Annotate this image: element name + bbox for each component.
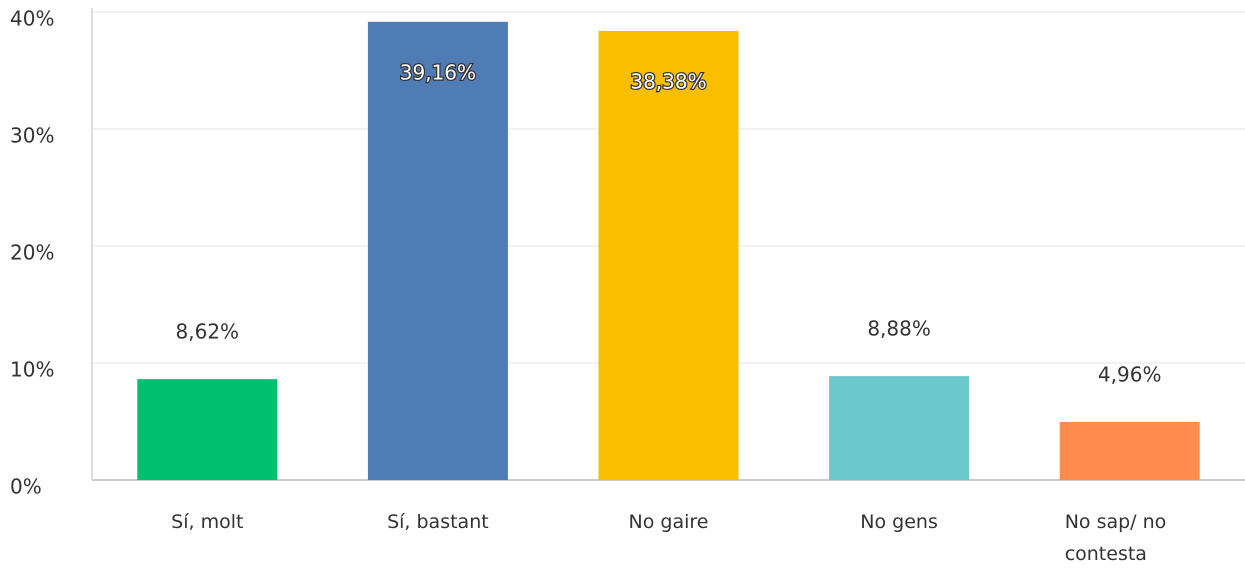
y-tick-label: 10% xyxy=(10,358,54,382)
x-tick-label: Sí, bastant xyxy=(387,511,489,533)
x-tick-label: Sí, molt xyxy=(171,511,244,533)
bar xyxy=(829,376,970,480)
value-label: 38,38% xyxy=(630,69,706,93)
x-tick-label: No gens xyxy=(860,511,938,533)
value-label: 39,16% xyxy=(400,60,476,84)
value-label: 8,62% xyxy=(176,320,240,344)
y-tick-label: 20% xyxy=(10,241,54,265)
y-tick-label: 40% xyxy=(10,7,54,31)
x-tick-label: No gaire xyxy=(628,511,709,533)
bar xyxy=(598,30,739,480)
bar xyxy=(1059,421,1200,480)
y-tick-label: 0% xyxy=(10,475,42,499)
value-label: 4,96% xyxy=(1098,362,1162,386)
x-tick-label: No sap/ no contesta xyxy=(1064,511,1167,565)
bar xyxy=(367,21,508,480)
bar xyxy=(137,379,278,480)
value-label: 8,88% xyxy=(867,317,931,341)
y-tick-label: 30% xyxy=(10,124,54,148)
